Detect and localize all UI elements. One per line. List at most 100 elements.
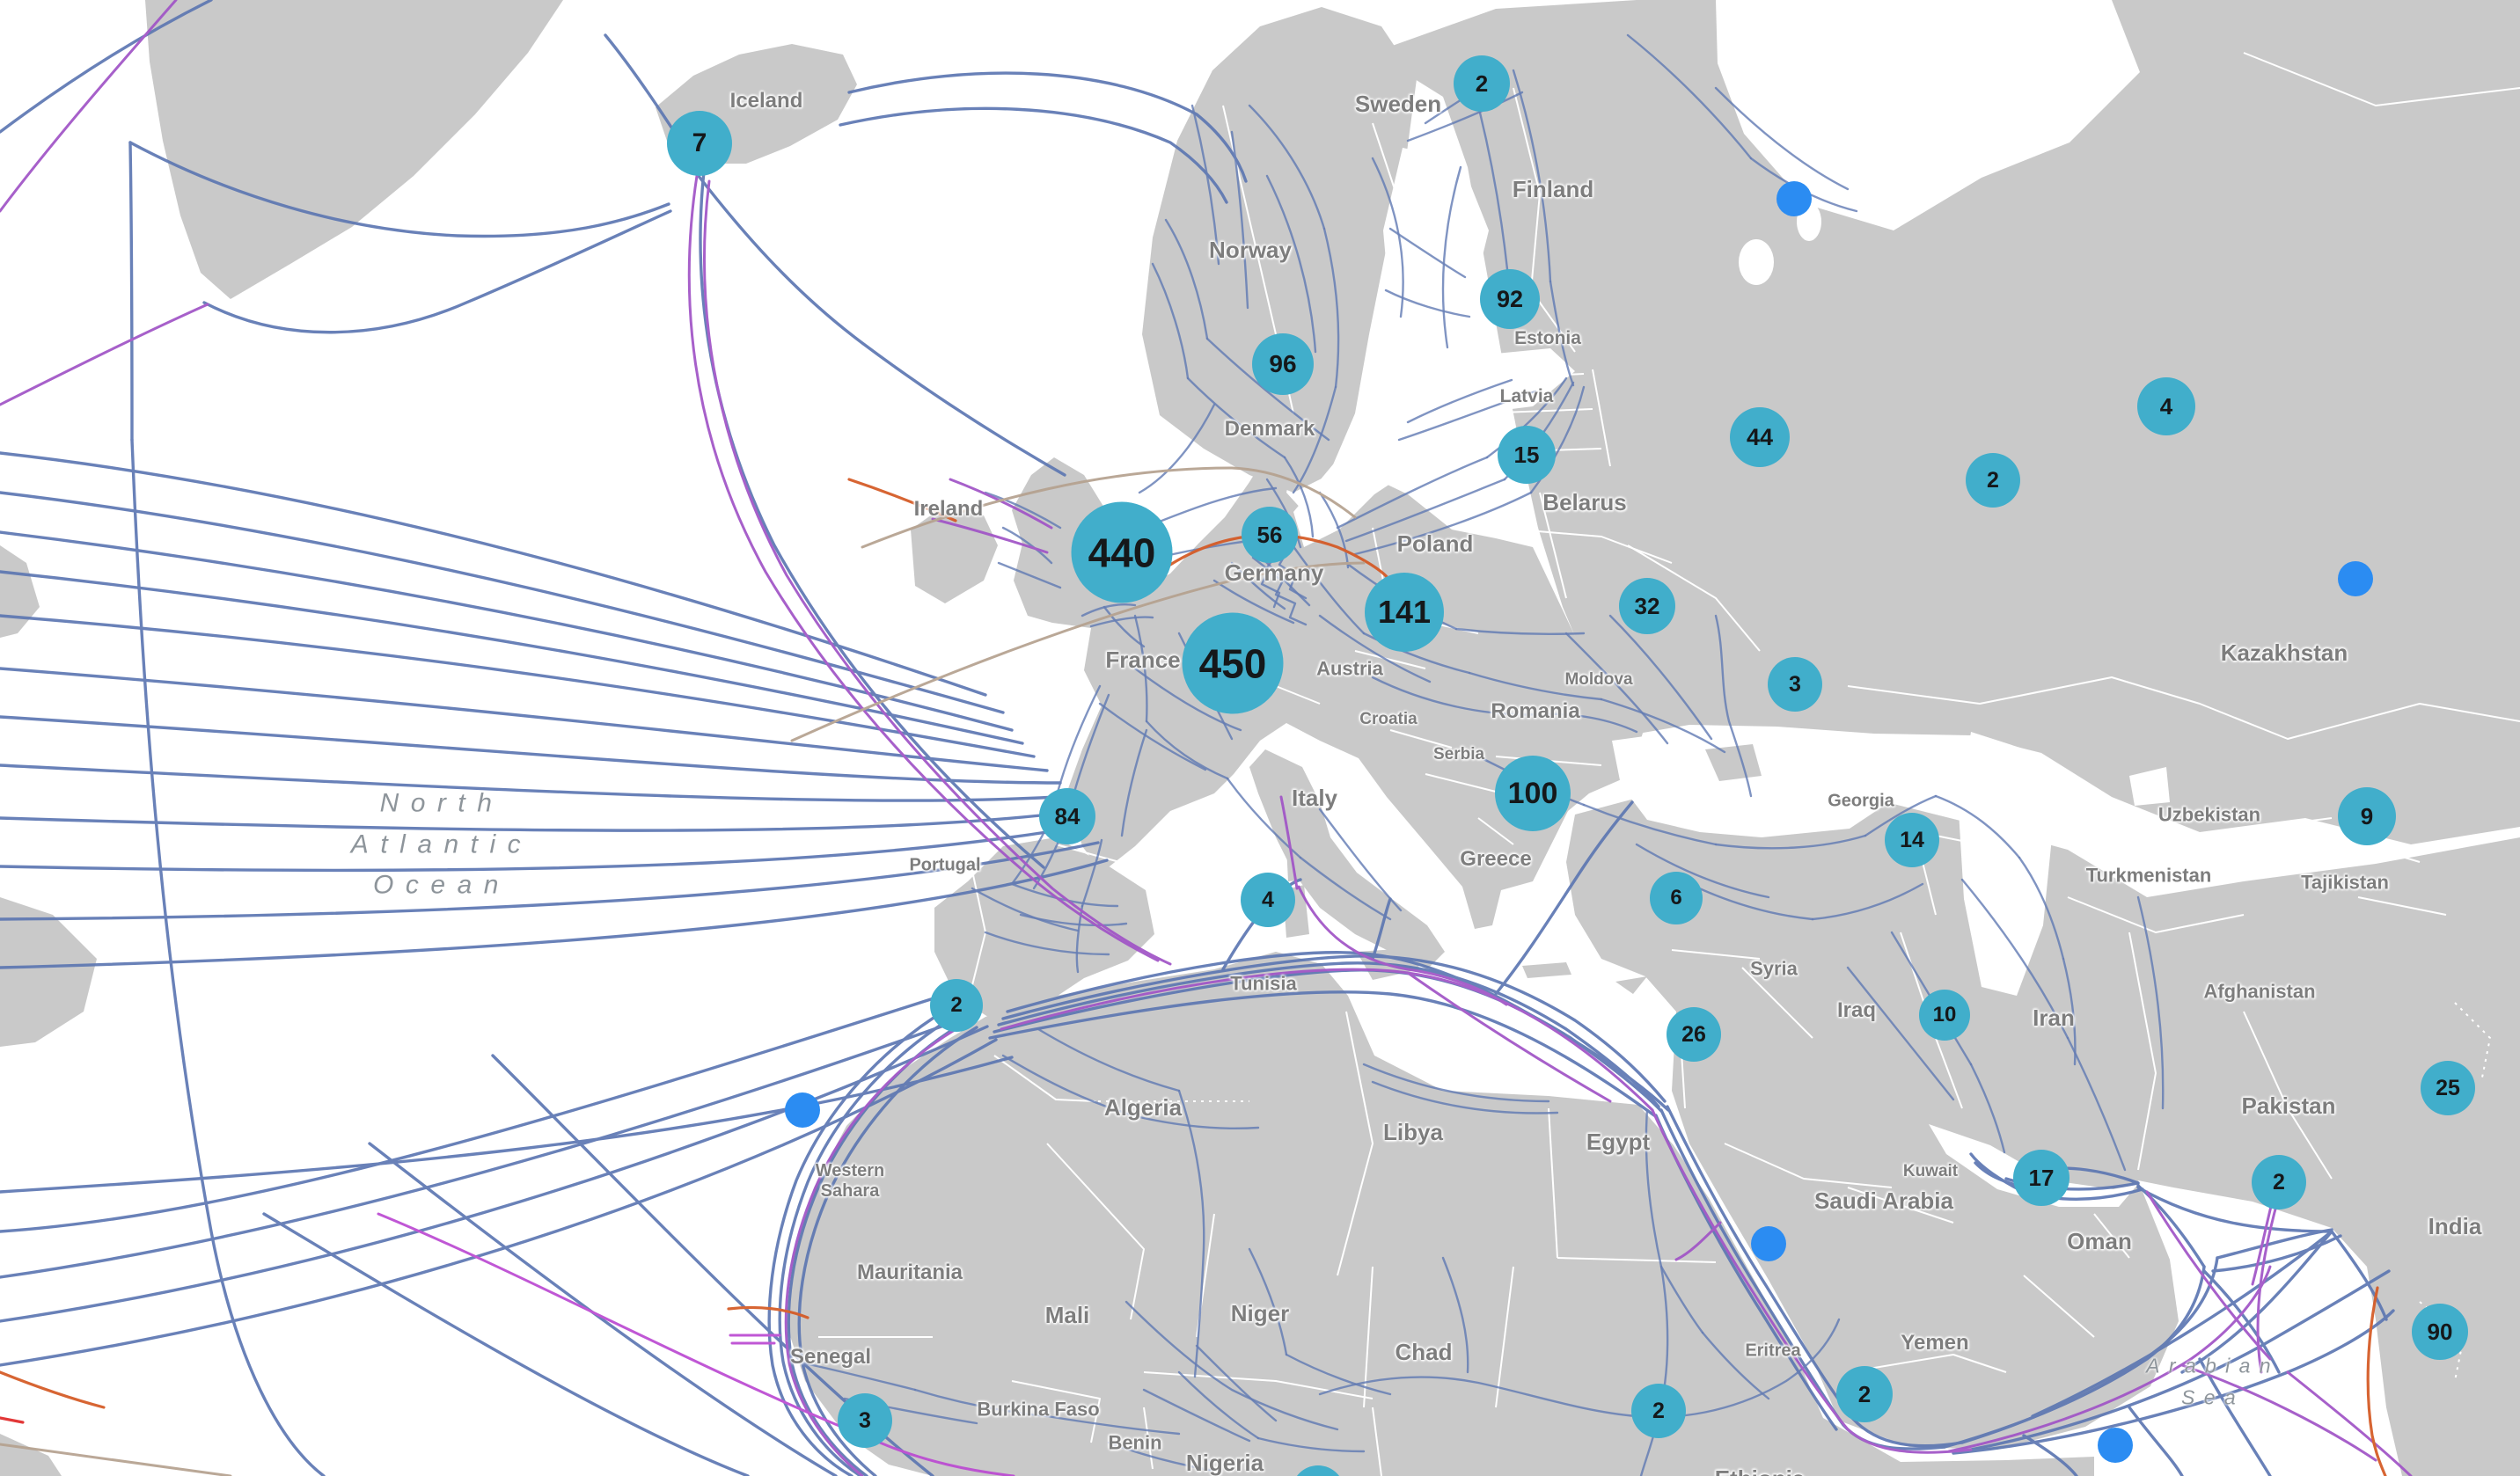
sea-layer	[1293, 0, 2323, 1274]
sea-aral	[2129, 767, 2170, 806]
cluster-marker[interactable]: 4	[1241, 873, 1295, 927]
point-marker[interactable]	[1751, 1226, 1786, 1261]
landmass-africa	[788, 952, 2094, 1476]
country-label: Saudi Arabia	[1814, 1187, 1953, 1215]
cluster-marker[interactable]: 2	[1454, 55, 1510, 112]
cluster-marker[interactable]: 2	[1631, 1384, 1686, 1438]
country-label: Senegal	[789, 1345, 872, 1370]
landmass-left-sliver	[0, 545, 40, 638]
cluster-marker[interactable]: 32	[1619, 578, 1675, 634]
country-label: Egypt	[1586, 1129, 1651, 1156]
country-label: Libya	[1383, 1119, 1443, 1146]
country-label: Kazakhstan	[2220, 639, 2348, 667]
sea-persian-gulf	[1929, 1124, 2138, 1207]
country-label: Iran	[2033, 1005, 2075, 1032]
landmass-iberia	[934, 837, 1154, 1022]
cable-layer	[0, 0, 2413, 1476]
sea-caspian	[1959, 732, 2052, 996]
point-marker[interactable]	[2098, 1428, 2133, 1463]
cluster-marker[interactable]: 100	[1495, 756, 1571, 831]
sea-label: Arabian Sea	[2146, 1354, 2280, 1408]
cluster-marker[interactable]: 2	[1966, 453, 2020, 508]
island-crete	[1522, 962, 1571, 978]
cluster-marker[interactable]: 56	[1242, 507, 1298, 563]
landmass-russia	[1373, 0, 2520, 844]
landmass-middle-east-asia	[1566, 779, 2520, 1476]
cluster-marker[interactable]: 26	[1667, 1007, 1721, 1062]
cluster-marker[interactable]: 2	[930, 979, 983, 1032]
country-label: Kuwait	[1902, 1162, 1959, 1181]
sea-barents	[1716, 0, 2140, 230]
country-label: Finland	[1512, 176, 1594, 203]
cluster-marker[interactable]: 15	[1498, 426, 1556, 484]
country-label: Ireland	[913, 497, 984, 522]
country-label: India	[2428, 1213, 2482, 1240]
country-label: Latvia	[1499, 385, 1554, 406]
cluster-marker[interactable]: 6	[1650, 872, 1703, 924]
country-label: Ethiopia	[1715, 1465, 1806, 1476]
country-label: Oman	[2067, 1228, 2132, 1255]
sea-black	[1612, 727, 1902, 837]
country-label: Burkina Faso	[977, 1398, 1100, 1421]
country-label: Syria	[1750, 957, 1798, 980]
cluster-marker[interactable]: 90	[2412, 1304, 2468, 1360]
country-label: Eritrea	[1745, 1341, 1801, 1361]
cluster-marker[interactable]: 25	[2421, 1061, 2475, 1115]
cluster-marker[interactable]: 84	[1039, 788, 1095, 844]
point-marker[interactable]	[1776, 181, 1812, 216]
country-label: Austria	[1316, 657, 1383, 680]
lake-small	[1835, 132, 1857, 153]
country-label: Moldova	[1564, 670, 1633, 690]
country-label: France	[1105, 647, 1181, 674]
country-label: Germany	[1224, 559, 1324, 587]
cluster-marker[interactable]: 2	[1836, 1366, 1893, 1422]
country-label: Mauritania	[856, 1260, 963, 1285]
cables-purple	[0, 0, 2413, 1476]
country-label: Uzbekistan	[2157, 803, 2261, 826]
country-label: Portugal	[909, 855, 981, 875]
cluster-marker[interactable]: 3	[1768, 657, 1822, 712]
cluster-marker[interactable]: 10	[1919, 990, 1970, 1041]
country-label: Serbia	[1432, 745, 1485, 764]
cluster-marker[interactable]: 17	[2013, 1150, 2069, 1206]
country-label: Sweden	[1354, 91, 1442, 118]
point-marker[interactable]	[785, 1092, 820, 1128]
point-marker[interactable]	[2338, 561, 2373, 596]
cluster-marker[interactable]: 92	[1480, 269, 1540, 329]
cluster-marker[interactable]: 44	[1730, 407, 1790, 467]
cables-terrestrial-blue	[803, 33, 2165, 1476]
country-label: Chad	[1395, 1339, 1453, 1366]
cluster-marker[interactable]: 96	[1252, 333, 1314, 395]
cluster-marker[interactable]: 9	[2338, 787, 2396, 845]
cluster-marker[interactable]: 440	[1071, 501, 1173, 603]
cluster-marker[interactable]: 141	[1365, 573, 1444, 652]
cluster-marker[interactable]: 3	[838, 1393, 892, 1448]
cluster-marker[interactable]: 2	[2252, 1155, 2306, 1209]
cables-magenta	[377, 1212, 1015, 1476]
cluster-marker[interactable]: 4	[2137, 377, 2195, 435]
country-label: Tunisia	[1230, 972, 1297, 995]
country-label: Iceland	[729, 89, 803, 113]
sea-baltic	[1293, 148, 1575, 547]
country-label: Western Sahara	[815, 1161, 885, 1201]
country-label: Afghanistan	[2203, 980, 2316, 1003]
landmass-bottom-left	[0, 1434, 62, 1476]
country-label: Belarus	[1542, 489, 1627, 516]
country-label: Nigeria	[1185, 1450, 1264, 1476]
cluster-marker[interactable]: 14	[1885, 813, 1939, 867]
cluster-marker[interactable]: 7	[667, 111, 732, 176]
sea-gulf-of-oman	[2142, 1186, 2323, 1274]
cluster-marker[interactable]: 450	[1182, 612, 1284, 714]
country-label: Niger	[1230, 1300, 1290, 1327]
landmass-italy	[1249, 749, 1445, 969]
country-label: Yemen	[1901, 1331, 1969, 1355]
country-label: Georgia	[1828, 791, 1894, 811]
peninsula-crimea	[1705, 744, 1762, 781]
country-label: Italy	[1291, 785, 1338, 812]
country-label: Iraq	[1836, 998, 1877, 1023]
country-label: Denmark	[1224, 417, 1315, 442]
landmass-newfoundland	[0, 897, 97, 1047]
